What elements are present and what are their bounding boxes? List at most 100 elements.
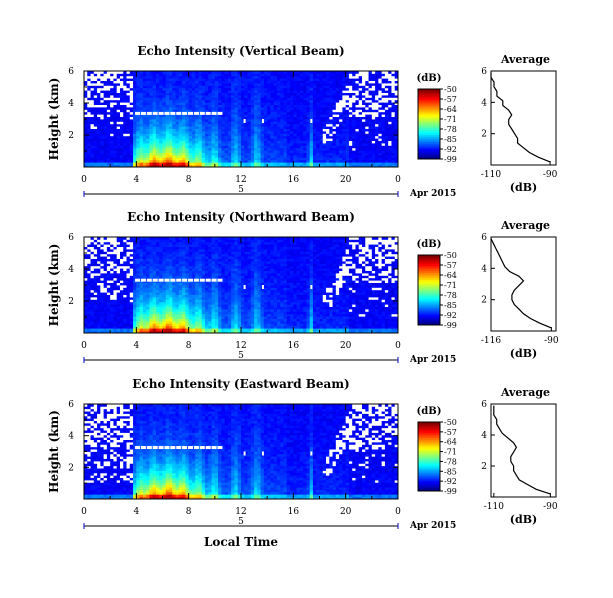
heatmap-cell xyxy=(123,97,127,101)
heatmap-cell xyxy=(339,123,343,127)
heatmap-cell xyxy=(293,71,297,74)
heatmap-cell xyxy=(352,121,356,125)
heatmap-cell xyxy=(378,107,383,110)
heatmap-cell xyxy=(316,71,320,74)
heatmap-cell xyxy=(103,304,108,307)
heatmap-cell xyxy=(257,126,262,129)
heatmap-cell xyxy=(149,87,154,91)
heatmap-cell xyxy=(260,145,265,149)
heatmap-cell xyxy=(276,164,281,168)
heatmap-cell xyxy=(165,75,170,79)
heatmap-cell xyxy=(123,135,127,139)
heatmap-cell xyxy=(87,306,91,310)
heatmap-cell xyxy=(316,135,320,139)
heatmap-cell xyxy=(113,313,118,317)
heatmap-cell xyxy=(100,83,105,86)
heatmap-cell xyxy=(146,330,150,334)
heatmap-cell xyxy=(280,73,284,77)
heatmap-cell xyxy=(257,116,262,120)
heatmap-cell xyxy=(224,155,229,158)
heatmap-cell xyxy=(208,162,212,165)
heatmap-cell xyxy=(375,92,379,96)
heatmap-cell xyxy=(329,135,333,139)
heatmap-cell xyxy=(110,128,114,132)
heatmap-cell xyxy=(316,78,320,81)
heatmap-cell xyxy=(316,99,320,103)
heatmap-cell xyxy=(87,83,91,86)
heatmap-cell xyxy=(113,78,118,81)
heatmap-cell xyxy=(169,99,173,103)
heatmap-cell xyxy=(119,241,124,245)
heatmap-cell xyxy=(293,109,297,113)
heatmap-cell xyxy=(129,309,134,312)
heatmap-cell xyxy=(116,152,121,156)
heatmap-cell xyxy=(241,147,245,151)
heatmap-cell xyxy=(116,325,121,329)
heatmap-cell xyxy=(208,78,212,81)
heatmap-cell xyxy=(87,97,91,101)
heatmap-cell xyxy=(224,162,229,165)
heatmap-cell xyxy=(126,277,131,281)
heatmap-cell xyxy=(152,114,157,117)
heatmap-cell xyxy=(155,150,160,153)
heatmap-cell xyxy=(162,138,167,141)
heatmap-cell xyxy=(263,138,268,141)
heatmap-cell xyxy=(296,123,301,127)
layer-dashes xyxy=(135,111,313,123)
heatmap-cell xyxy=(201,126,206,129)
heatmap-cell xyxy=(227,78,232,81)
heatmap-cell xyxy=(280,145,284,149)
heatmap-cell xyxy=(303,83,307,86)
heatmap-cell xyxy=(368,135,373,139)
heatmap-cell xyxy=(270,140,275,144)
heatmap-cell xyxy=(388,116,392,120)
heatmap-cell xyxy=(208,73,212,77)
heatmap-cell xyxy=(342,111,347,115)
heatmap-cell xyxy=(214,75,219,79)
heatmap-cell xyxy=(316,152,320,156)
heatmap-cell xyxy=(93,157,98,161)
heatmap-cell xyxy=(93,313,98,317)
heatmap-cell xyxy=(103,280,108,283)
heatmap-cell xyxy=(306,92,311,96)
heatmap-cell xyxy=(87,90,91,93)
heatmap-cell xyxy=(227,95,232,98)
heatmap-cell xyxy=(326,114,330,117)
heatmap-cell xyxy=(155,111,160,115)
heatmap-cell xyxy=(267,140,271,144)
heatmap-cell xyxy=(388,121,392,125)
heatmap-cell xyxy=(116,102,121,105)
heatmap-cell xyxy=(178,97,183,101)
heatmap-cell xyxy=(283,107,288,110)
heatmap-cell xyxy=(280,140,284,144)
heatmap-cell xyxy=(293,111,297,115)
heatmap-cell xyxy=(348,155,353,158)
heatmap-cell xyxy=(280,152,284,156)
heatmap-cell xyxy=(103,157,108,161)
heatmap-cell xyxy=(332,135,337,139)
heatmap-cell xyxy=(178,135,183,139)
heatmap-cell xyxy=(244,114,248,117)
heatmap-cell xyxy=(172,140,176,144)
heatmap-cell xyxy=(208,75,212,79)
heatmap-cell xyxy=(375,71,379,74)
heatmap-cell xyxy=(221,97,226,101)
heatmap-cell xyxy=(309,87,314,91)
heatmap-cell xyxy=(142,145,147,149)
heatmap-cell xyxy=(97,299,101,303)
heatmap-cell xyxy=(283,114,288,117)
heatmap-cell xyxy=(290,75,294,79)
heatmap-cell xyxy=(149,309,154,312)
heatmap-cell xyxy=(119,97,124,101)
heatmap-cell xyxy=(391,162,396,165)
heatmap-cell xyxy=(355,162,360,165)
heatmap-cell xyxy=(142,249,147,252)
heatmap-cell xyxy=(257,145,262,149)
heatmap-cell xyxy=(293,157,297,161)
heatmap-cell xyxy=(345,133,350,137)
heatmap-cell xyxy=(106,265,111,269)
heatmap-cell xyxy=(106,261,111,264)
heatmap-cell xyxy=(237,150,242,153)
heatmap-cell xyxy=(299,95,304,98)
heatmap-cell xyxy=(267,133,271,137)
